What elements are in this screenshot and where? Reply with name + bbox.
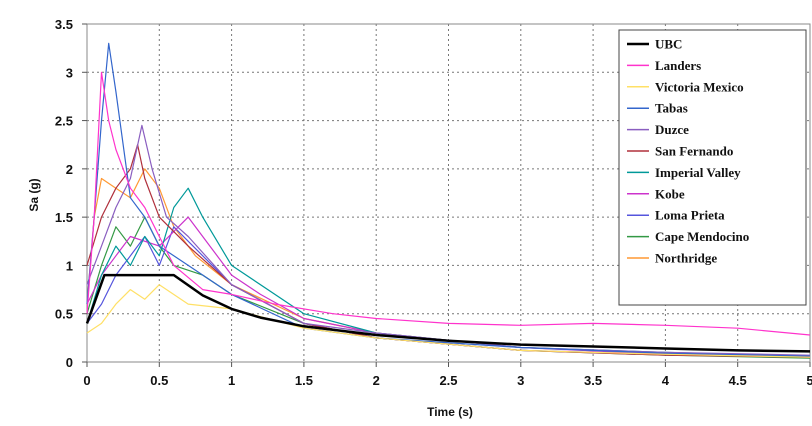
legend: UBC Landers Victoria Mexico Tabas Duzce San F… [618,29,807,306]
x-tick-label: 3.5 [584,373,602,388]
series-line-landers [86,71,811,336]
legend-label-landers: Landers [655,58,701,73]
legend-label-imperial-valley: Imperial Valley [655,165,741,180]
x-tick-label: 2.5 [439,373,457,388]
legend-box [618,29,807,306]
legend-label-victoria-mexico: Victoria Mexico [655,79,744,94]
legend-label-loma-prieta: Loma Prieta [655,208,725,223]
x-tick-label: 1 [228,373,235,388]
series-line-victoria-mexico [86,284,811,358]
series-layer [85,42,811,359]
y-tick-label: 1 [66,258,73,273]
legend-label-san-fernando: San Fernando [655,144,733,159]
x-tick-label: 5 [806,373,812,388]
y-tick-label: 1.5 [55,210,73,225]
legend-label-cape-mendocino: Cape Mendocino [655,229,749,244]
legend-label-ubc: UBC [655,37,682,52]
y-tick-label: 0 [66,355,73,370]
legend-label-kobe: Kobe [655,186,685,201]
x-tick-label: 0.5 [150,373,168,388]
legend-label-tabas: Tabas [655,101,688,116]
y-tick-label: 2 [66,162,73,177]
x-tick-label: 4.5 [729,373,747,388]
y-tick-label: 3.5 [55,17,73,32]
x-axis-title: Time (s) [427,405,473,419]
x-tick-label: 3 [517,373,524,388]
tick-labels: 0 0.5 1 1.5 2 2.5 3 3.5 4 4.5 5 0 0.5 1 1.5 2 2.5 3 3.5 [55,17,812,388]
x-tick-label: 1.5 [295,373,313,388]
series-line-duzce [86,124,811,356]
series-line-tabas [86,42,811,357]
x-tick-label: 2 [373,373,380,388]
y-tick-label: 2.5 [55,114,73,129]
x-tick-label: 4 [662,373,670,388]
legend-label-duzce: Duzce [655,122,689,137]
y-axis-title: Sa (g) [27,178,41,211]
y-tick-label: 3 [66,65,73,80]
y-tick-label: 0.5 [55,307,73,322]
series-line-ubc [85,273,811,353]
legend-label-northridge: Northridge [655,251,717,266]
x-tick-label: 0 [83,373,90,388]
